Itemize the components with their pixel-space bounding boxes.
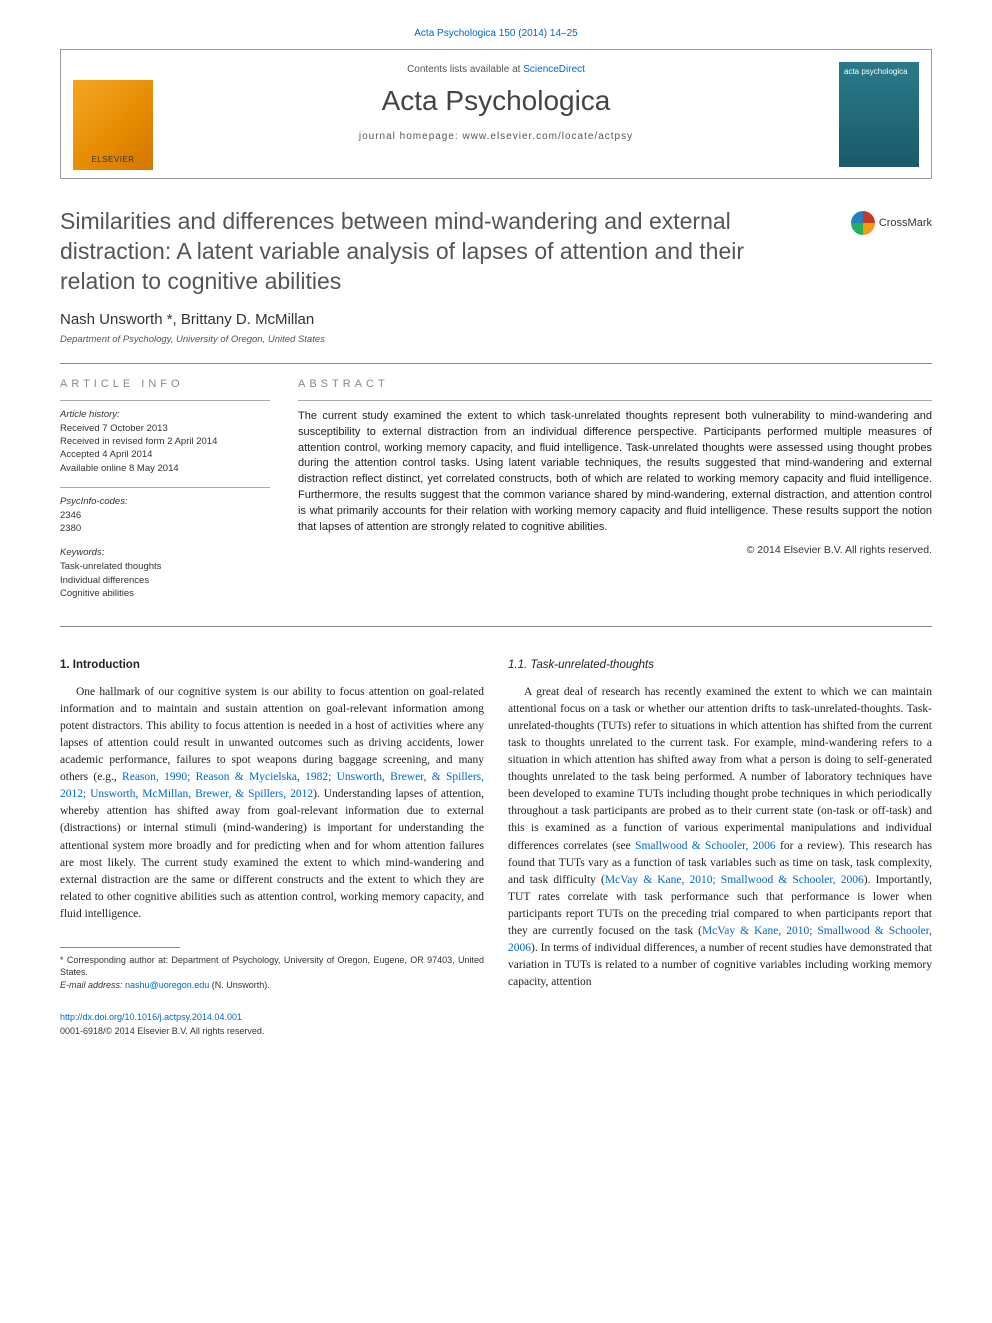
history-text: Received 7 October 2013 Received in revi… xyxy=(60,422,270,475)
crossmark-label: CrossMark xyxy=(879,217,932,229)
journal-title: Acta Psychologica xyxy=(179,85,813,117)
info-abstract-row: ARTICLE INFO Article history: Received 7… xyxy=(60,378,932,613)
body-column-left: 1. Introduction One hallmark of our cogn… xyxy=(60,657,484,1038)
keywords-label: Keywords: xyxy=(60,547,270,558)
footnote-separator xyxy=(60,947,180,948)
tut-text-4: ). In terms of individual differences, a… xyxy=(508,942,932,988)
article-history-block: Article history: Received 7 October 2013… xyxy=(60,409,270,475)
tut-citation-2[interactable]: McVay & Kane, 2010; Smallwood & Schooler… xyxy=(605,874,864,886)
journal-homepage: journal homepage: www.elsevier.com/locat… xyxy=(179,131,813,142)
doi-link[interactable]: http://dx.doi.org/10.1016/j.actpsy.2014.… xyxy=(60,1011,484,1024)
elsevier-logo: ELSEVIER xyxy=(73,80,153,170)
intro-text-2: ). Understanding lapses of attention, wh… xyxy=(60,788,484,919)
copyright-line: © 2014 Elsevier B.V. All rights reserved… xyxy=(298,544,932,556)
affiliation: Department of Psychology, University of … xyxy=(60,334,932,345)
body-column-right: 1.1. Task-unrelated-thoughts A great dea… xyxy=(508,657,932,1038)
psycinfo-label: PsycInfo-codes: xyxy=(60,496,270,507)
psycinfo-text: 2346 2380 xyxy=(60,509,270,536)
article-info-heading: ARTICLE INFO xyxy=(60,378,270,390)
email-suffix: (N. Unsworth). xyxy=(209,980,270,990)
intro-paragraph: One hallmark of our cognitive system is … xyxy=(60,684,484,922)
abstract-text: The current study examined the extent to… xyxy=(298,409,932,537)
keywords-text: Task-unrelated thoughts Individual diffe… xyxy=(60,560,270,600)
sciencedirect-link[interactable]: ScienceDirect xyxy=(523,64,585,75)
author-list: Nash Unsworth *, Brittany D. McMillan xyxy=(60,311,932,328)
authors-text: Nash Unsworth *, Brittany D. McMillan xyxy=(60,311,314,328)
article-page: Acta Psychologica 150 (2014) 14–25 ELSEV… xyxy=(0,0,992,1078)
article-header: CrossMark Similarities and differences b… xyxy=(60,207,932,345)
tut-text-1: A great deal of research has recently ex… xyxy=(508,686,932,851)
publisher-name: ELSEVIER xyxy=(91,155,134,164)
email-label: E-mail address: xyxy=(60,980,125,990)
tut-citation-1[interactable]: Smallwood & Schooler, 2006 xyxy=(635,840,776,852)
issn-copyright: 0001-6918/© 2014 Elsevier B.V. All right… xyxy=(60,1025,484,1038)
abstract-rule xyxy=(298,400,932,401)
article-title: Similarities and differences between min… xyxy=(60,207,812,297)
cover-text: acta psychologica xyxy=(844,67,908,76)
header-center: Contents lists available at ScienceDirec… xyxy=(179,64,813,142)
keywords-block: Keywords: Task-unrelated thoughts Indivi… xyxy=(60,547,270,600)
journal-cover-thumbnail: acta psychologica xyxy=(839,62,919,167)
history-label: Article history: xyxy=(60,409,270,420)
body-columns: 1. Introduction One hallmark of our cogn… xyxy=(60,657,932,1038)
abstract-heading: ABSTRACT xyxy=(298,378,932,390)
corresponding-author-footnote: * Corresponding author at: Department of… xyxy=(60,954,484,992)
article-info-column: ARTICLE INFO Article history: Received 7… xyxy=(60,378,270,613)
tut-heading: 1.1. Task-unrelated-thoughts xyxy=(508,657,932,674)
abstract-bottom-rule xyxy=(60,626,932,627)
abstract-column: ABSTRACT The current study examined the … xyxy=(298,378,932,613)
corr-author-text: * Corresponding author at: Department of… xyxy=(60,954,484,979)
email-line: E-mail address: nashu@uoregon.edu (N. Un… xyxy=(60,979,484,992)
footer-block: http://dx.doi.org/10.1016/j.actpsy.2014.… xyxy=(60,1011,484,1038)
contents-prefix: Contents lists available at xyxy=(407,64,523,75)
intro-text-1: One hallmark of our cognitive system is … xyxy=(60,686,484,783)
crossmark-icon xyxy=(851,211,875,235)
info-rule-2 xyxy=(60,487,270,488)
contents-available-line: Contents lists available at ScienceDirec… xyxy=(179,64,813,75)
email-link[interactable]: nashu@uoregon.edu xyxy=(125,980,209,990)
info-rule-1 xyxy=(60,400,270,401)
crossmark-badge[interactable]: CrossMark xyxy=(851,211,932,235)
intro-heading: 1. Introduction xyxy=(60,657,484,674)
running-head-link[interactable]: Acta Psychologica 150 (2014) 14–25 xyxy=(60,28,932,39)
header-rule xyxy=(60,363,932,364)
journal-header: ELSEVIER Contents lists available at Sci… xyxy=(60,49,932,179)
psycinfo-block: PsycInfo-codes: 2346 2380 xyxy=(60,496,270,536)
tut-paragraph: A great deal of research has recently ex… xyxy=(508,684,932,990)
